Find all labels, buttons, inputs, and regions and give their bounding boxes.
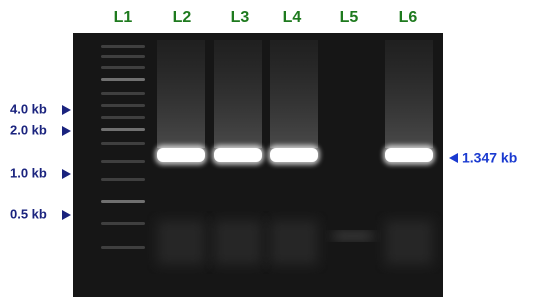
band — [385, 148, 433, 162]
lane-lower-smear — [157, 220, 205, 265]
band — [214, 148, 262, 162]
lane-smear — [270, 40, 318, 148]
marker-label: 0.5 kb — [10, 206, 47, 221]
ladder-band — [101, 128, 145, 131]
ladder-band — [101, 104, 145, 107]
lane-smear — [385, 40, 433, 148]
ladder-band — [101, 178, 145, 181]
ladder-band — [101, 45, 145, 48]
ladder-band — [101, 246, 145, 249]
lane-lower-smear — [385, 220, 433, 265]
lane-lower-smear — [270, 220, 318, 265]
ladder-band — [101, 222, 145, 225]
ladder-band — [101, 92, 145, 95]
lane-label: L5 — [340, 9, 359, 26]
marker-arrow — [62, 210, 71, 220]
lane-label: L3 — [231, 9, 250, 26]
gel-lanes — [101, 40, 435, 265]
ladder-band — [101, 200, 145, 203]
ladder-band — [101, 160, 145, 163]
band — [270, 148, 318, 162]
band-size-label: 1.347 kb — [462, 150, 517, 166]
lane-lower-smear — [214, 220, 262, 265]
band-arrow — [449, 153, 458, 163]
ladder-band — [101, 116, 145, 119]
marker-label: 4.0 kb — [10, 101, 47, 116]
lane-smear — [214, 40, 262, 148]
ladder-band — [101, 78, 145, 81]
marker-arrow — [62, 105, 71, 115]
marker-arrow — [62, 169, 71, 179]
marker-arrow — [62, 126, 71, 136]
ladder-band — [101, 66, 145, 69]
marker-label: 1.0 kb — [10, 165, 47, 180]
marker-label: 2.0 kb — [10, 122, 47, 137]
ladder-band — [101, 142, 145, 145]
lane-label: L6 — [399, 9, 418, 26]
lane-label: L2 — [173, 9, 192, 26]
lane-smear — [157, 40, 205, 148]
ladder-band — [101, 55, 145, 58]
faint-band — [333, 232, 373, 240]
lane-label: L1 — [114, 9, 133, 26]
band — [157, 148, 205, 162]
lane-label: L4 — [283, 9, 302, 26]
